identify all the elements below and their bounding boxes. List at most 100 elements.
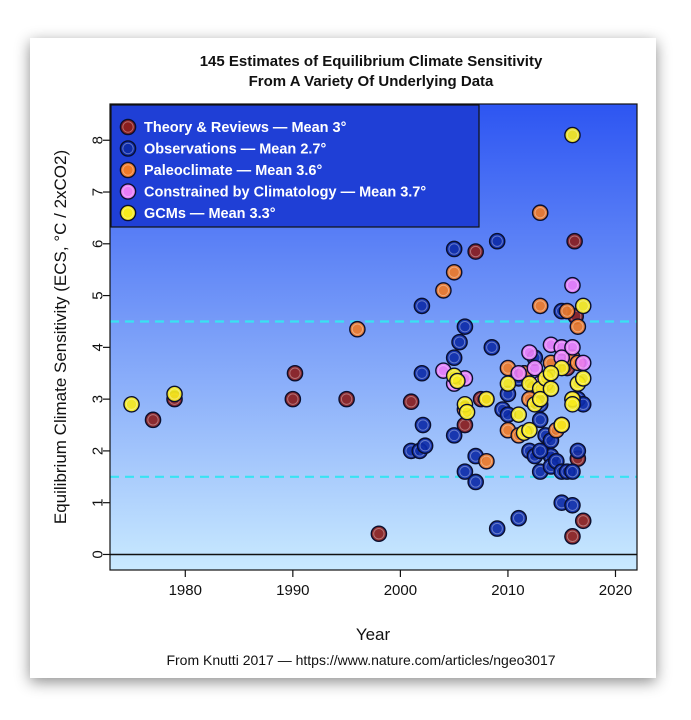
- y-axis-label: Equilibrium Climate Sensitivity (ECS, °C…: [51, 150, 70, 524]
- point-ring-series-2-17: [491, 522, 503, 535]
- point-series-1-15: [566, 232, 583, 250]
- point-ring-series-5-23: [577, 372, 589, 385]
- point-series-2-21: [510, 509, 527, 527]
- legend-label-5: GCMs — Mean 3.3°: [144, 206, 276, 222]
- point-ring-series-5-7: [480, 393, 493, 405]
- y-tick-label-2: 2: [90, 447, 107, 455]
- point-ring-series-5-8: [502, 377, 514, 390]
- point-ring-series-3-2: [437, 284, 450, 297]
- point-ring-series-4-4: [512, 367, 525, 379]
- point-series-1-7: [402, 393, 420, 411]
- x-tick-label-1990: 1990: [276, 582, 309, 599]
- point-series-4-4: [510, 364, 527, 382]
- point-ring-series-3-1: [351, 323, 364, 335]
- point-ring-series-1-6: [373, 528, 385, 540]
- point-ring-series-5-25: [523, 424, 536, 436]
- x-tick-label-2010: 2010: [491, 582, 524, 599]
- point-series-2-10: [451, 333, 468, 351]
- point-ring-series-3-16: [561, 305, 573, 317]
- point-series-1-1: [144, 411, 162, 429]
- point-series-5-22: [574, 297, 592, 315]
- point-ring-series-2-10: [453, 336, 466, 348]
- point-ring-series-4-5: [523, 346, 536, 359]
- point-ring-series-2-28: [534, 414, 546, 426]
- point-ring-series-5-22: [577, 300, 589, 312]
- point-ring-series-1-5: [340, 393, 353, 405]
- point-series-1-3: [284, 390, 302, 408]
- point-ring-series-2-8: [448, 352, 460, 364]
- point-series-5-7: [478, 390, 495, 408]
- point-ring-series-4-11: [566, 341, 579, 354]
- point-series-5-26: [542, 364, 560, 382]
- point-series-5-19: [564, 126, 581, 144]
- x-tick-label-1980: 1980: [169, 582, 202, 599]
- legend-box: [110, 104, 480, 228]
- x-tick-label-2000: 2000: [384, 582, 417, 599]
- point-ring-series-1-3: [287, 393, 299, 405]
- point-series-2-6: [416, 437, 434, 455]
- point-series-2-3: [413, 297, 431, 315]
- point-ring-series-4-12: [577, 357, 589, 369]
- point-ring-series-2-11: [459, 320, 471, 333]
- point-series-2-5: [414, 416, 432, 434]
- point-ring-series-2-7: [448, 243, 460, 255]
- point-series-3-19: [569, 318, 587, 335]
- point-ring-series-1-14: [566, 530, 579, 543]
- legend-label-3: Paleoclimate — Mean 3.6°: [144, 163, 322, 179]
- point-ring-series-2-15: [486, 341, 498, 354]
- y-tick-label-6: 6: [90, 240, 107, 248]
- chart-title: 145 Estimates of Equilibrium Climate Sen…: [200, 53, 543, 70]
- y-tick-label-7: 7: [90, 188, 107, 196]
- point-series-2-9: [445, 427, 463, 444]
- point-series-3-5: [478, 452, 495, 470]
- legend-label-4: Constrained by Climatology — Mean 3.7°: [144, 185, 426, 201]
- point-series-3-2: [435, 282, 452, 299]
- point-series-5-1: [123, 396, 140, 413]
- legend-marker-2: [119, 140, 137, 157]
- point-ring-series-5-1: [125, 398, 138, 411]
- point-series-3-3: [445, 263, 463, 281]
- point-series-2-44: [531, 442, 549, 460]
- x-tick-label-2020: 2020: [599, 582, 632, 599]
- point-ring-series-2-12: [459, 465, 471, 478]
- point-ring-series-4-13: [529, 362, 541, 374]
- point-ring-series-3-19: [572, 320, 584, 333]
- point-series-2-15: [483, 339, 501, 356]
- point-ring-series-5-16: [545, 383, 557, 395]
- point-ring-series-2-40: [566, 465, 579, 478]
- legend-marker-ring-4: [122, 185, 134, 198]
- point-ring-series-3-10: [534, 207, 546, 219]
- point-ring-series-5-26: [545, 367, 557, 379]
- point-series-3-16: [558, 302, 576, 320]
- point-ring-series-5-6: [461, 406, 473, 418]
- point-series-5-14: [531, 390, 549, 408]
- legend-marker-5: [119, 204, 137, 222]
- point-ring-series-2-16: [491, 235, 503, 247]
- y-tick-label-0: 0: [90, 550, 107, 558]
- point-ring-series-5-18: [556, 419, 568, 431]
- point-series-2-7: [445, 240, 463, 258]
- legend-label-1: Theory & Reviews — Mean 3°: [144, 120, 347, 136]
- point-ring-series-2-6: [419, 440, 431, 452]
- point-ring-series-5-24: [566, 398, 579, 411]
- point-series-5-6: [458, 403, 476, 421]
- chart-subtitle: From A Variety Of Underlying Data: [249, 73, 494, 90]
- chart-card: 145 Estimates of Equilibrium Climate Sen…: [30, 38, 656, 678]
- y-tick-label-1: 1: [90, 499, 107, 507]
- point-ring-series-1-15: [568, 235, 581, 247]
- legend-marker-3: [119, 161, 137, 179]
- point-ring-series-2-14: [469, 476, 482, 488]
- point-series-5-2: [166, 385, 183, 403]
- point-series-2-8: [445, 349, 463, 367]
- point-series-5-23: [574, 370, 592, 387]
- point-ring-series-1-9: [469, 245, 482, 258]
- point-ring-series-1-4: [289, 367, 301, 379]
- point-ring-series-2-9: [448, 429, 460, 442]
- point-series-5-9: [510, 406, 527, 423]
- point-series-2-40: [564, 463, 581, 480]
- point-ring-series-5-4: [451, 375, 464, 387]
- point-series-2-41: [569, 442, 587, 460]
- source-caption: From Knutti 2017 — https://www.nature.co…: [166, 652, 555, 668]
- point-series-2-16: [488, 232, 506, 250]
- point-series-5-8: [499, 375, 517, 392]
